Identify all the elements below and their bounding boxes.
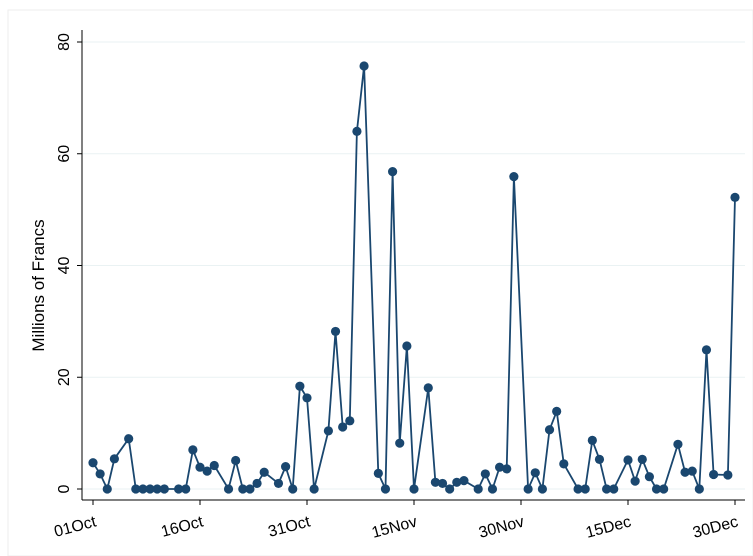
- data-point: [124, 434, 134, 444]
- data-point: [651, 484, 662, 494]
- data-point: [330, 326, 341, 337]
- data-point: [594, 454, 605, 464]
- data-point: [252, 478, 262, 489]
- data-point: [138, 484, 148, 494]
- y-tick-label: 60: [56, 145, 73, 163]
- data-point: [338, 422, 348, 432]
- data-point: [659, 484, 669, 494]
- data-point: [552, 406, 562, 416]
- data-point: [174, 484, 184, 494]
- data-point: [245, 484, 255, 494]
- data-point: [202, 466, 212, 476]
- data-point: [480, 469, 490, 479]
- data-point: [402, 341, 412, 351]
- data-point: [259, 467, 269, 477]
- data-point: [395, 438, 405, 448]
- data-point: [437, 478, 448, 489]
- data-point: [181, 484, 191, 494]
- data-point: [602, 484, 612, 494]
- data-point: [573, 484, 583, 494]
- data-point: [188, 445, 198, 455]
- data-point: [309, 484, 319, 494]
- data-point: [231, 455, 241, 466]
- data-point: [487, 484, 498, 494]
- data-point: [345, 416, 355, 426]
- y-tick-label: 20: [56, 368, 73, 386]
- data-point: [623, 455, 633, 465]
- data-point: [430, 477, 440, 487]
- data-point: [88, 458, 98, 468]
- data-point: [145, 484, 155, 494]
- data-point: [459, 476, 469, 486]
- data-point: [95, 469, 105, 479]
- data-point: [587, 435, 597, 445]
- series-markers: [88, 61, 740, 494]
- data-point: [530, 468, 540, 478]
- data-point: [630, 476, 640, 486]
- data-point: [352, 126, 362, 136]
- data-point: [495, 462, 505, 472]
- data-point: [195, 462, 205, 472]
- data-point: [131, 484, 141, 494]
- data-point: [544, 425, 555, 435]
- data-point: [102, 484, 112, 494]
- data-point: [644, 472, 655, 482]
- data-point: [502, 464, 512, 474]
- data-point: [445, 484, 455, 494]
- data-point: [559, 459, 569, 469]
- data-point: [281, 462, 291, 472]
- data-point: [673, 439, 683, 449]
- data-point: [687, 466, 697, 476]
- data-point: [709, 469, 719, 480]
- data-point: [223, 484, 234, 494]
- data-point: [238, 484, 248, 494]
- data-point: [473, 484, 483, 494]
- data-point: [423, 383, 433, 393]
- data-point: [452, 477, 462, 487]
- data-point: [359, 61, 369, 71]
- y-axis-title: Millions of Francs: [29, 219, 48, 351]
- data-point: [323, 426, 333, 436]
- y-tick-label: 0: [56, 484, 73, 493]
- data-point: [302, 393, 312, 403]
- data-point: [109, 454, 119, 464]
- data-point: [373, 468, 383, 478]
- data-point: [152, 484, 162, 494]
- data-point: [637, 454, 647, 464]
- data-point: [388, 167, 398, 177]
- y-tick-label: 80: [56, 33, 73, 51]
- data-point: [159, 484, 169, 494]
- data-point: [537, 484, 548, 494]
- data-point: [409, 484, 419, 494]
- data-point: [701, 345, 712, 355]
- data-point: [509, 172, 519, 182]
- data-point: [273, 478, 284, 489]
- y-tick-label: 40: [56, 257, 73, 275]
- data-point: [523, 484, 533, 494]
- data-point: [730, 192, 740, 202]
- data-point: [209, 460, 219, 471]
- data-point: [288, 484, 298, 494]
- data-point: [680, 467, 690, 477]
- data-point: [580, 484, 590, 494]
- data-point: [694, 484, 704, 494]
- data-point: [295, 381, 305, 391]
- data-point: [723, 470, 733, 480]
- data-point: [609, 484, 619, 494]
- data-point: [380, 484, 391, 494]
- y-axis-ticks: 0 20 40 60 80: [56, 33, 82, 493]
